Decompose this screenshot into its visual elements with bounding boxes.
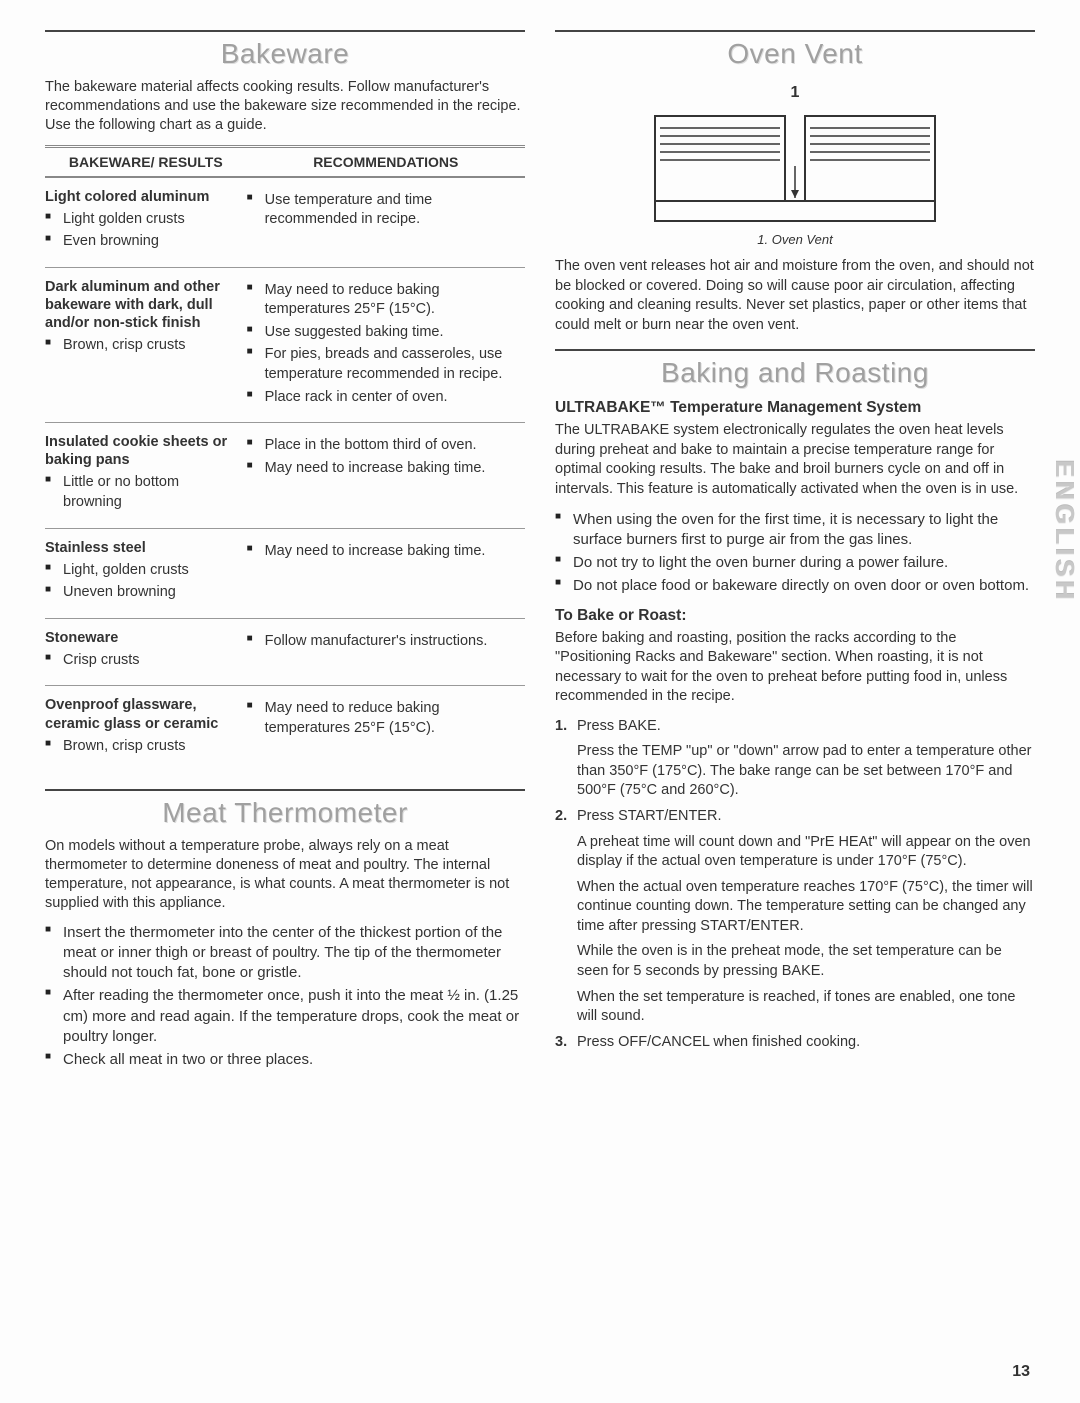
left-column: Bakeware The bakeware material affects c… xyxy=(45,30,525,1073)
list-item: May need to reduce baking temperatures 2… xyxy=(247,281,525,320)
table-row: Light colored aluminum Light golden crust… xyxy=(45,178,525,268)
oven-vent-text: The oven vent releases hot air and moist… xyxy=(555,257,1035,335)
table-header-right: RECOMMENDATIONS xyxy=(247,154,525,170)
list-item: For pies, breads and casseroles, use tem… xyxy=(247,345,525,384)
ultrabake-bullet-list: When using the oven for the first time, … xyxy=(555,510,1035,597)
step-main: Press OFF/CANCEL when finished cooking. xyxy=(577,1033,1035,1053)
list-item: When using the oven for the first time, … xyxy=(555,510,1035,551)
list-item: Brown, crisp crusts xyxy=(45,737,237,757)
list-item: Place rack in center of oven. xyxy=(247,388,525,408)
bakeware-recs-list: May need to reduce baking temperatures 2… xyxy=(247,699,525,738)
bakeware-name: Light colored aluminum xyxy=(45,188,237,206)
meat-thermometer-section: Meat Thermometer On models without a tem… xyxy=(45,789,525,1070)
step-main: Press BAKE. xyxy=(577,717,1035,737)
list-item: Light, golden crusts xyxy=(45,561,237,581)
step-item: Press BAKE. Press the TEMP "up" or "down"… xyxy=(555,717,1035,801)
list-item: May need to increase baking time. xyxy=(247,542,525,562)
bakeware-name: Ovenproof glassware, ceramic glass or ce… xyxy=(45,696,237,732)
table-row: Dark aluminum and other bakeware with da… xyxy=(45,268,525,423)
bakeware-name: Stoneware xyxy=(45,629,237,647)
bakeware-results-list: Crisp crusts xyxy=(45,651,237,671)
step-sub-text: While the oven is in the preheat mode, t… xyxy=(577,942,1035,981)
list-item: Use suggested baking time. xyxy=(247,323,525,343)
bakeware-table-header: BAKEWARE/ RESULTS RECOMMENDATIONS xyxy=(45,145,525,178)
list-item: Little or no bottom browning xyxy=(45,473,237,512)
step-item: Press START/ENTER. A preheat time will co… xyxy=(555,807,1035,1027)
oven-vent-heading: Oven Vent xyxy=(555,38,1035,70)
bakeware-results-list: Brown, crisp crusts xyxy=(45,336,237,356)
list-item: After reading the thermometer once, push… xyxy=(45,986,525,1047)
bakeware-recs-list: Follow manufacturer's instructions. xyxy=(247,632,525,652)
step-main: Press START/ENTER. xyxy=(577,807,1035,827)
step-sub-text: A preheat time will count down and "PrE … xyxy=(577,833,1035,872)
table-header-left: BAKEWARE/ RESULTS xyxy=(45,154,247,170)
bakeware-results-list: Light, golden crustsUneven browning xyxy=(45,561,237,603)
bakeware-heading: Bakeware xyxy=(45,38,525,70)
bakeware-recs-list: May need to increase baking time. xyxy=(247,542,525,562)
step-item: Press OFF/CANCEL when finished cooking. xyxy=(555,1033,1035,1053)
language-side-tab: ENGLISH xyxy=(1049,460,1080,604)
oven-vent-diagram-icon xyxy=(645,106,945,226)
list-item: Brown, crisp crusts xyxy=(45,336,237,356)
bakeware-name: Insulated cookie sheets or baking pans xyxy=(45,433,237,469)
oven-vent-fig-number: 1 xyxy=(555,84,1035,102)
list-item: Uneven browning xyxy=(45,583,237,603)
list-item: Check all meat in two or three places. xyxy=(45,1050,525,1070)
oven-vent-caption: 1. Oven Vent xyxy=(555,232,1035,247)
list-item: May need to increase baking time. xyxy=(247,459,525,479)
table-row: Stainless steel Light, golden crustsUneve… xyxy=(45,529,525,619)
bakeware-results-list: Little or no bottom browning xyxy=(45,473,237,512)
list-item: Follow manufacturer's instructions. xyxy=(247,632,525,652)
ultrabake-text: The ULTRABAKE system electronically regu… xyxy=(555,421,1035,499)
bakeware-recs-list: Place in the bottom third of oven. May ne… xyxy=(247,436,525,478)
baking-heading: Baking and Roasting xyxy=(555,357,1035,389)
table-row: Stoneware Crisp crusts Follow manufacturer… xyxy=(45,619,525,687)
step-sub-text: When the actual oven temperature reaches… xyxy=(577,878,1035,937)
list-item: Light golden crusts xyxy=(45,210,237,230)
meat-heading: Meat Thermometer xyxy=(45,797,525,829)
bakeware-results-list: Brown, crisp crusts xyxy=(45,737,237,757)
list-item: Even browning xyxy=(45,232,237,252)
bakeware-name: Dark aluminum and other bakeware with da… xyxy=(45,278,237,332)
list-item: May need to reduce baking temperatures 2… xyxy=(247,699,525,738)
ultrabake-heading: ULTRABAKE™ Temperature Management System xyxy=(555,399,1035,417)
bake-steps-list: Press BAKE. Press the TEMP "up" or "down"… xyxy=(555,717,1035,1052)
list-item: Do not place food or bakeware directly o… xyxy=(555,576,1035,596)
step-sub-text: When the set temperature is reached, if … xyxy=(577,988,1035,1027)
meat-bullet-list: Insert the thermometer into the center o… xyxy=(45,923,525,1071)
step-sub-text: Press the TEMP "up" or "down" arrow pad … xyxy=(577,742,1035,801)
list-item: Use temperature and time recommended in … xyxy=(247,191,525,230)
oven-vent-figure: 1 xyxy=(555,84,1035,226)
page-number: 13 xyxy=(1012,1363,1030,1381)
bakeware-name: Stainless steel xyxy=(45,539,237,557)
baking-roasting-section: Baking and Roasting ULTRABAKE™ Temperatu… xyxy=(555,349,1035,1052)
meat-intro: On models without a temperature probe, a… xyxy=(45,837,525,912)
bakeware-intro: The bakeware material affects cooking re… xyxy=(45,78,525,135)
bakeware-table-body: Light colored aluminum Light golden crust… xyxy=(45,178,525,772)
table-row: Ovenproof glassware, ceramic glass or ce… xyxy=(45,686,525,771)
right-column: Oven Vent 1 1. Oven Vent Th xyxy=(555,30,1035,1073)
bakeware-results-list: Light golden crustsEven browning xyxy=(45,210,237,252)
list-item: Insert the thermometer into the center o… xyxy=(45,923,525,984)
to-bake-heading: To Bake or Roast: xyxy=(555,607,1035,625)
to-bake-intro: Before baking and roasting, position the… xyxy=(555,629,1035,707)
table-row: Insulated cookie sheets or baking pans Li… xyxy=(45,423,525,528)
bakeware-recs-list: Use temperature and time recommended in … xyxy=(247,191,525,230)
list-item: Crisp crusts xyxy=(45,651,237,671)
bakeware-recs-list: May need to reduce baking temperatures 2… xyxy=(247,281,525,407)
list-item: Do not try to light the oven burner duri… xyxy=(555,553,1035,573)
list-item: Place in the bottom third of oven. xyxy=(247,436,525,456)
